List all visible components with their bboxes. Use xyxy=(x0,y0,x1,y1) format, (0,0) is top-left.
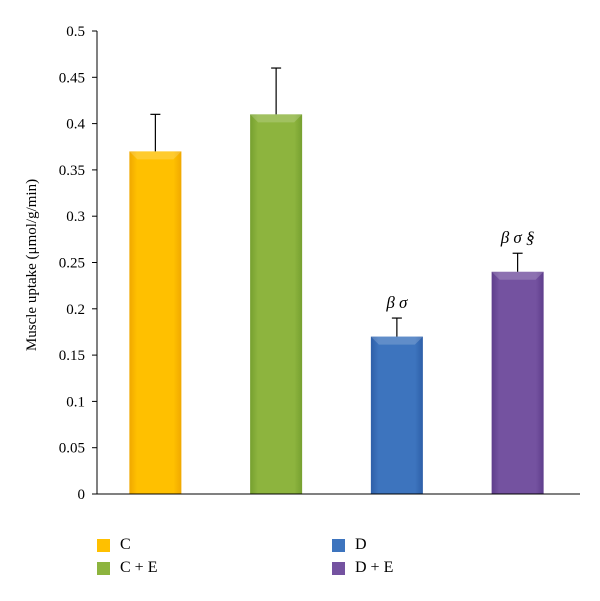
y-axis-ticks: 0 0.05 0.1 0.15 0.2 0.25 0.3 0.35 0.4 0.45 0.5 xyxy=(59,24,97,503)
axes xyxy=(96,31,580,495)
bar-bevel xyxy=(129,151,182,160)
bar-d-e xyxy=(491,271,544,494)
bar-d xyxy=(370,336,423,494)
significance-annotation: β σ § xyxy=(500,228,535,247)
error-bars xyxy=(150,67,523,337)
y-tick-label: 0.05 xyxy=(59,441,85,457)
bars xyxy=(129,114,544,494)
annotations: β σ β σ § xyxy=(385,228,534,312)
bar-bevel xyxy=(250,114,303,123)
y-tick-label: 0.35 xyxy=(59,163,85,179)
y-tick-label: 0.15 xyxy=(59,348,85,364)
y-axis-label-group: Muscle uptake (μmol/g/min) xyxy=(24,179,40,351)
y-tick-label: 0.25 xyxy=(59,256,85,272)
y-tick-label: 0 xyxy=(78,487,86,503)
y-axis-label: Muscle uptake (μmol/g/min) xyxy=(24,179,40,351)
y-tick-label: 0.2 xyxy=(66,302,85,318)
y-tick-label: 0.4 xyxy=(66,117,85,133)
bar-c-e xyxy=(250,114,303,494)
significance-annotation: β σ xyxy=(385,293,408,312)
y-tick-label: 0.5 xyxy=(66,24,85,40)
bar-bevel xyxy=(370,336,423,345)
bar-bevel xyxy=(491,271,544,280)
y-tick-label: 0.1 xyxy=(66,394,85,410)
y-tick-label: 0.45 xyxy=(59,70,85,86)
y-tick-label: 0.3 xyxy=(66,209,85,225)
bar-c xyxy=(129,151,182,494)
